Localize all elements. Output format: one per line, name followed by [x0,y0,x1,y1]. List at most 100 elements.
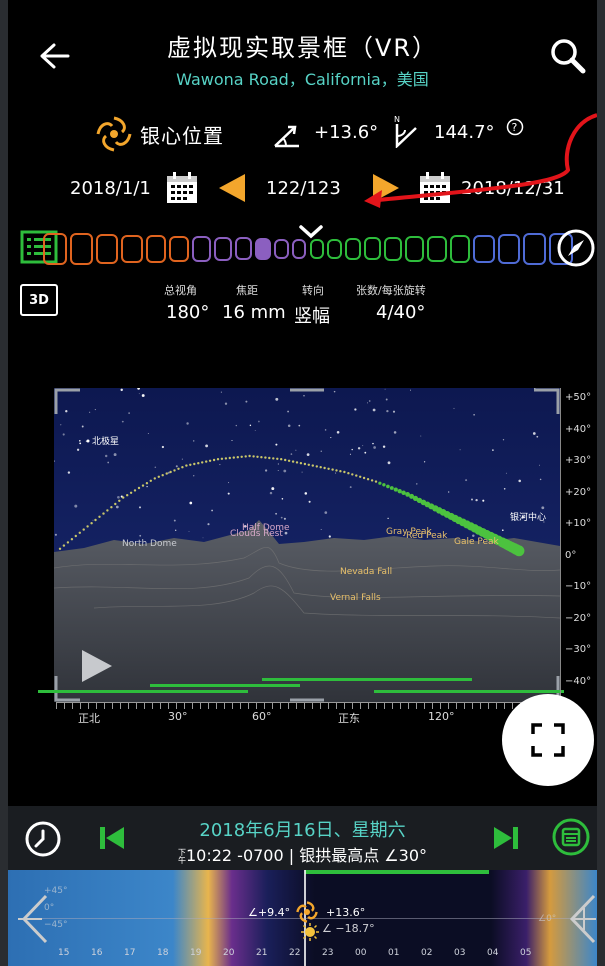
frame-item[interactable] [169,236,189,263]
scene-label-clouds-rest[interactable]: Clouds Rest [230,529,283,539]
star [424,461,425,462]
frame-item[interactable] [274,239,289,260]
star [120,389,122,391]
frame-item[interactable] [255,238,271,260]
altitude-scale: +50° +40° +30° +20° +10° 0° −10° −20° −30° −40° [560,388,597,702]
compass-icon[interactable] [556,228,596,268]
timeline-side-tick: −45° [44,920,68,930]
count-value[interactable]: 4/40° [376,302,425,323]
milky-way-point [205,460,207,462]
milky-way-point [276,458,278,460]
star [77,449,79,451]
milky-way-point [63,544,65,546]
star [82,426,84,428]
frame-item[interactable] [345,238,361,260]
start-date[interactable]: 2018/1/1 [70,178,151,199]
star [337,431,340,434]
frame-item[interactable] [310,239,324,258]
scene-label-vernal-falls[interactable]: Vernal Falls [330,593,381,603]
frame-item[interactable] [523,233,546,264]
fullscreen-button[interactable] [502,694,594,786]
frame-item[interactable] [364,237,381,260]
frame-item[interactable] [121,235,142,264]
frame-item[interactable] [43,233,67,265]
altitude-tick: 0° [565,550,576,561]
scene-label-north-dome[interactable]: North Dome [122,539,177,549]
coverage-line [262,678,472,681]
milky-way-point [146,482,148,484]
milky-way-point [320,466,322,468]
scene-label-galactic-center[interactable]: 银河中心 [510,511,546,523]
star [539,465,540,466]
star [364,452,366,454]
frame-item[interactable] [235,237,252,260]
location-label[interactable]: Wawona Road，California，美国 [8,66,597,90]
frame-item[interactable] [473,235,494,264]
milky-way-point [122,496,124,498]
milky-way-point [312,464,314,466]
milky-way-point [335,469,337,471]
milky-way-point [193,463,195,465]
star [68,471,70,473]
milky-way-point [162,474,164,476]
milky-way-point [233,456,235,458]
milky-way-point [304,463,306,465]
calendar-icon[interactable] [552,818,590,856]
star [453,408,454,409]
focal-label: 焦距 [236,282,258,298]
star [385,389,386,390]
frame-item[interactable] [450,235,471,263]
focal-value[interactable]: 16 mm [222,302,286,323]
start-calendar-icon[interactable] [165,171,199,205]
frame-item[interactable] [96,234,118,264]
scene-label-polaris[interactable]: 北极星 [92,435,119,447]
altitude-tick: +20° [565,487,591,498]
frame-item[interactable] [146,235,167,263]
frame-item[interactable] [384,237,402,261]
scene-label-gale-peak[interactable]: Gale Peak [454,537,500,547]
star [492,449,494,451]
star [334,391,336,393]
coverage-line [38,690,248,693]
star [321,529,322,530]
milky-way-point [382,483,385,486]
frame-item[interactable] [70,233,93,264]
star [221,392,222,393]
milky-way-point [114,503,116,505]
skip-forward-icon[interactable] [492,824,520,852]
prev-arrow-icon[interactable] [216,172,248,204]
timeline-right-icon[interactable] [564,892,597,946]
sun-marker-icon [300,922,320,942]
star [394,431,397,434]
frame-item[interactable] [405,236,424,261]
orientation-value[interactable]: 竖幅 [294,302,330,328]
milky-way-point [367,478,369,480]
fov-value[interactable]: 180° [166,302,209,323]
frame-item[interactable] [327,239,342,260]
star [74,505,77,508]
frame-item[interactable] [192,236,211,261]
frame-item[interactable] [498,234,520,264]
azimuth-tick: 60° [252,710,272,723]
star [410,390,411,391]
3d-button[interactable]: 3D [20,284,58,316]
frame-item[interactable] [214,237,232,261]
star [335,473,336,474]
frame-item[interactable] [427,236,447,263]
star [114,453,117,456]
scene-label-nevada-fall[interactable]: Nevada Fall [340,567,392,577]
star [207,523,209,525]
star [60,424,61,425]
milky-way-point [343,471,345,473]
milky-way-point [217,458,219,460]
star [373,409,376,412]
scene-label-red-peak[interactable]: Red Peak [406,531,448,541]
chevron-down-icon[interactable] [298,224,324,240]
milky-way-point [378,482,381,485]
milky-way-point [264,456,266,458]
milky-way-point [331,468,333,470]
milky-way-point [260,456,262,458]
search-button[interactable] [546,34,590,78]
frame-item[interactable] [292,239,306,258]
